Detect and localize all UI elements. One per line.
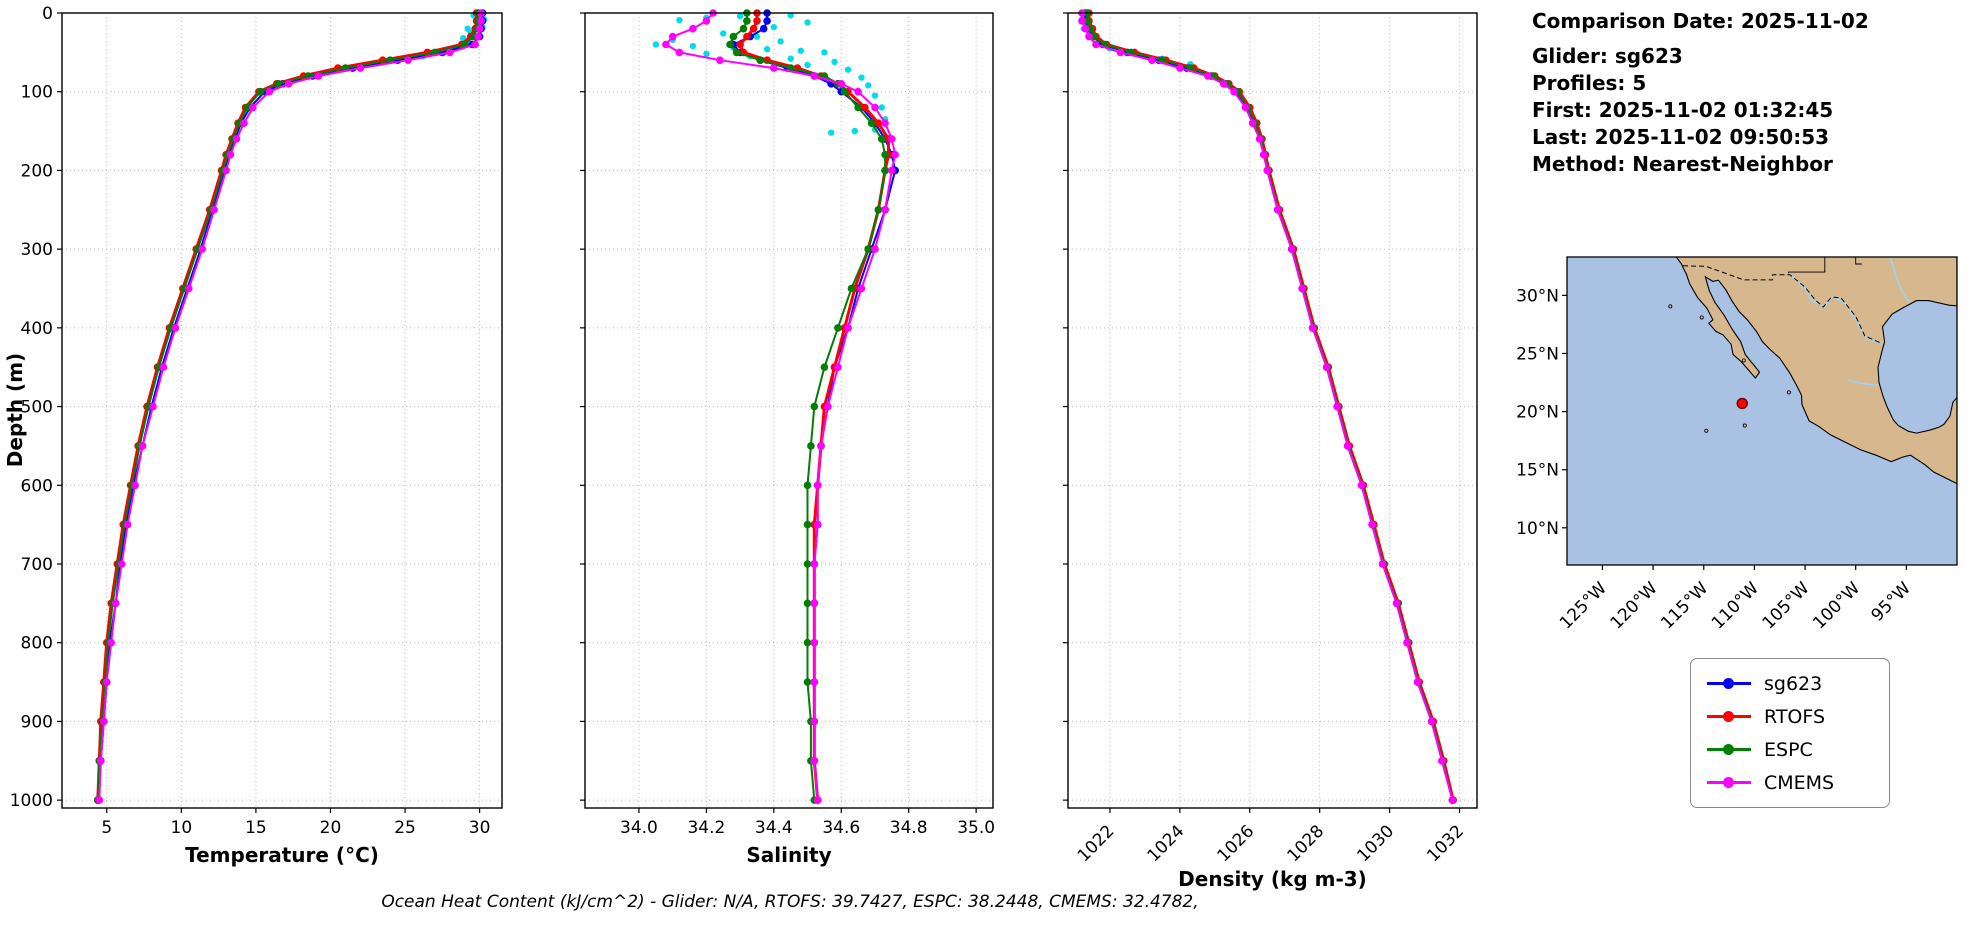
legend-item-sg623: sg623 [1707, 667, 1873, 700]
legend-label: ESPC [1764, 738, 1813, 761]
depth-tick-label: 0 [42, 4, 53, 24]
depth-tick-label: 100 [21, 83, 53, 103]
density-xtick-label: 1028 [1283, 821, 1328, 866]
map-island [1742, 423, 1747, 428]
map-lat-label: 20°N [1516, 403, 1559, 423]
map-land [1675, 257, 1957, 485]
density-xtick-label: 1032 [1423, 821, 1468, 866]
profiles-count: Profiles: 5 [1532, 71, 1647, 95]
location-map: 10°N 15°N 20°N 25°N 30°N 125°W120°W115°W110°W… [1516, 256, 1958, 633]
depth-tick-label: 300 [21, 240, 53, 260]
comparison-date: Comparison Date: 2025-11-02 [1532, 9, 1869, 33]
map-lon-label: 110°W [1708, 578, 1763, 633]
glider-location-marker [1736, 397, 1748, 410]
depth-tick-label: 200 [21, 161, 53, 181]
ohc-footer: Ocean Heat Content (kJ/cm^2) - Glider: N… [381, 892, 1199, 912]
map-island [1668, 304, 1673, 309]
salinity-xtick-label: 34.8 [890, 818, 928, 838]
map-lat-label: 30°N [1516, 286, 1559, 306]
salinity-panel: 34.0 34.2 34.4 34.6 34.8 35.0 Salinity [580, 9, 995, 867]
density-frame [1067, 12, 1478, 809]
last-profile-time: Last: 2025-11-02 09:50:53 [1532, 125, 1830, 149]
density-xtick-label: 1026 [1214, 821, 1259, 866]
info-panel: Comparison Date: 2025-11-02 Glider: sg62… [1532, 8, 1869, 178]
map-river [1889, 257, 1911, 304]
salinity-xtick-label: 35.0 [957, 818, 995, 838]
temperature-panel: 5 10 15 20 25 3001002003004005006007008009001… [10, 4, 503, 867]
density-axis-label: Density (kg m-3) [1178, 867, 1367, 891]
salinity-xtick-label: 34.0 [620, 818, 658, 838]
density-series-CMEMS [1078, 9, 1457, 804]
legend-item-RTOFS: RTOFS [1707, 700, 1873, 733]
map-state-border [1855, 257, 1862, 265]
temperature-xtick-label: 10 [171, 818, 193, 838]
map-lat-label: 25°N [1516, 344, 1559, 364]
salinity-xtick-label: 34.6 [822, 818, 860, 838]
density-xtick-label: 1030 [1353, 821, 1398, 866]
map-lon-label: 100°W [1809, 578, 1864, 633]
map-state-border [1788, 257, 1826, 274]
depth-axis-label: Depth (m) [3, 353, 27, 467]
legend-line-marker-CMEMS [1707, 776, 1751, 789]
map-lon-label: 115°W [1657, 578, 1712, 633]
temperature-xtick-label: 15 [245, 818, 267, 838]
legend-line-marker-RTOFS [1707, 710, 1751, 723]
density-xtick-label: 1024 [1144, 821, 1189, 866]
depth-tick-label: 400 [21, 319, 53, 339]
map-lat-label: 15°N [1516, 461, 1559, 481]
temperature-xtick-label: 20 [320, 818, 342, 838]
depth-tick-label: 900 [21, 712, 53, 732]
temperature-axis-label: Temperature (°C) [185, 843, 379, 867]
salinity-series-ESPC [726, 9, 889, 804]
salinity-series-CMEMS [662, 9, 899, 804]
temperature-frame [61, 12, 503, 809]
interp-method: Method: Nearest-Neighbor [1532, 152, 1833, 176]
map-island [1704, 428, 1709, 433]
salinity-xtick-label: 34.4 [755, 818, 793, 838]
legend-line-marker-ESPC [1707, 743, 1751, 756]
salinity-xtick-label: 34.2 [687, 818, 725, 838]
temperature-xtick-label: 5 [101, 818, 112, 838]
density-panel: 1022 1024 1026 1028 1030 1032 Density (kg m-3) [1063, 9, 1478, 891]
salinity-frame [584, 12, 994, 809]
temperature-xtick-label: 25 [394, 818, 416, 838]
first-profile-time: First: 2025-11-02 01:32:45 [1532, 98, 1834, 122]
legend: sg623 RTOFS ESPC CMEMS [1690, 658, 1890, 808]
depth-tick-label: 600 [21, 476, 53, 496]
salinity-axis-label: Salinity [746, 843, 831, 867]
depth-tick-label: 700 [21, 555, 53, 575]
map-country-border [1682, 265, 1882, 344]
map-island [1741, 358, 1746, 363]
map-lon-label: 95°W [1868, 578, 1915, 625]
info-gap [1532, 35, 1869, 43]
depth-tick-label: 500 [21, 398, 53, 418]
legend-item-CMEMS: CMEMS [1707, 766, 1873, 799]
map-lon-label: 125°W [1556, 578, 1611, 633]
map-lat-label: 10°N [1516, 519, 1559, 539]
map-island [1786, 390, 1791, 395]
map-lon-label: 105°W [1759, 578, 1814, 633]
glider-name: Glider: sg623 [1532, 44, 1683, 68]
legend-label: RTOFS [1764, 705, 1826, 728]
legend-label: sg623 [1764, 672, 1823, 695]
legend-item-ESPC: ESPC [1707, 733, 1873, 766]
density-xtick-label: 1022 [1074, 821, 1119, 866]
depth-tick-label: 800 [21, 634, 53, 654]
salinity-raw-scatter [652, 12, 889, 136]
map-lon-label: 120°W [1607, 578, 1662, 633]
temperature-xtick-label: 30 [469, 818, 491, 838]
legend-line-marker-sg623 [1707, 677, 1751, 690]
depth-tick-label: 1000 [10, 791, 53, 811]
map-river [1847, 379, 1879, 387]
temperature-series-CMEMS [95, 9, 485, 804]
map-island [1699, 315, 1704, 320]
profile-charts: 5 10 15 20 25 3001002003004005006007008009001… [3, 4, 1478, 891]
legend-label: CMEMS [1764, 771, 1835, 794]
